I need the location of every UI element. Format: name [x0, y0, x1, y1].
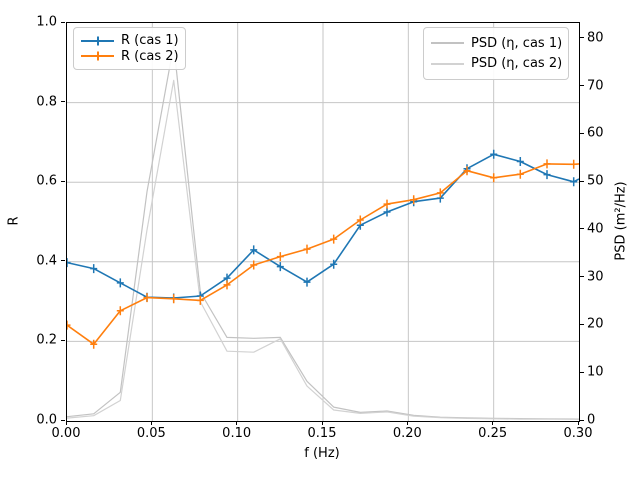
y-right-tick-label: 0	[587, 412, 596, 428]
x-tick-label: 0.25	[478, 426, 508, 441]
series-line	[67, 79, 579, 420]
y-left-tick	[61, 101, 65, 103]
y-right-tick	[580, 132, 584, 134]
plot-area	[66, 22, 580, 422]
x-tick	[65, 421, 67, 425]
legend-label: R (cas 2)	[121, 48, 179, 64]
line-sample-icon	[431, 42, 464, 45]
y-right-tick-label: 50	[587, 173, 604, 189]
plus-markers	[67, 159, 578, 349]
y-left-tick-label: 0.4	[36, 253, 57, 269]
legend-item: R (cas 2)	[81, 49, 179, 65]
line-sample-icon	[81, 36, 114, 46]
legend-item: PSD (η, cas 1)	[431, 33, 562, 54]
x-tick	[150, 421, 152, 425]
legend-label: PSD (η, cas 2)	[471, 56, 563, 72]
y-axis-label-left: R	[6, 216, 22, 226]
y-left-tick-label: 0.6	[36, 173, 57, 189]
legend-item: PSD (η, cas 2)	[431, 54, 562, 75]
x-tick-label: 0.10	[222, 426, 252, 441]
y-right-tick	[580, 276, 584, 278]
x-tick	[321, 421, 323, 425]
y-left-tick-label: 0.8	[36, 94, 57, 110]
x-axis-label: f (Hz)	[304, 446, 340, 461]
y-right-tick-label: 40	[587, 221, 604, 237]
x-tick-label: 0.05	[136, 426, 166, 441]
y-right-tick	[580, 419, 584, 421]
y-left-tick	[61, 419, 65, 421]
y-left-tick	[61, 21, 65, 23]
y-right-tick-label: 30	[587, 269, 604, 285]
legend-label: PSD (η, cas 1)	[471, 35, 563, 51]
y-right-tick-label: 20	[587, 316, 604, 332]
x-tick	[406, 421, 408, 425]
x-tick-label: 0.00	[51, 426, 81, 441]
x-tick-label: 0.30	[563, 426, 593, 441]
y-left-tick	[61, 180, 65, 182]
line-sample-icon	[431, 62, 464, 65]
y-right-tick	[580, 371, 584, 373]
y-right-tick	[580, 37, 584, 39]
y-right-tick	[580, 228, 584, 230]
y-right-tick-label: 60	[587, 125, 604, 141]
legend-r: R (cas 1) R (cas 2)	[73, 27, 186, 70]
y-right-tick	[580, 323, 584, 325]
y-left-tick-label: 1.0	[36, 14, 57, 30]
line-sample-icon	[81, 51, 114, 61]
y-left-tick	[61, 260, 65, 262]
x-tick-label: 0.20	[392, 426, 422, 441]
y-right-tick-label: 10	[587, 364, 604, 380]
x-tick-label: 0.15	[307, 426, 337, 441]
y-right-tick-label: 80	[587, 30, 604, 46]
legend-label: R (cas 1)	[121, 33, 179, 49]
y-right-tick-label: 70	[587, 78, 604, 94]
chart-canvas	[67, 23, 579, 421]
x-tick	[577, 421, 579, 425]
legend-item: R (cas 1)	[81, 33, 179, 49]
y-left-tick-label: 0.0	[36, 412, 57, 428]
y-left-tick-label: 0.2	[36, 332, 57, 348]
x-tick	[492, 421, 494, 425]
y-right-tick	[580, 85, 584, 87]
y-right-tick	[580, 180, 584, 182]
legend-psd: PSD (η, cas 1) PSD (η, cas 2)	[423, 27, 569, 80]
y-left-tick	[61, 339, 65, 341]
plus-markers	[67, 149, 578, 303]
y-axis-label-right: PSD (m²/Hz)	[613, 181, 629, 261]
x-tick	[236, 421, 238, 425]
